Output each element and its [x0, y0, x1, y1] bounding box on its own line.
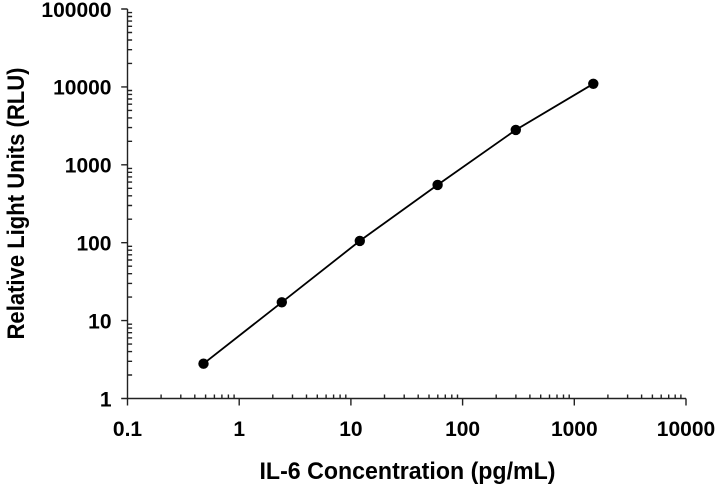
svg-text:Relative Light Units (RLU): Relative Light Units (RLU) — [3, 68, 30, 340]
svg-text:10: 10 — [88, 310, 111, 333]
svg-text:1000: 1000 — [65, 155, 112, 178]
svg-text:100: 100 — [445, 418, 480, 441]
svg-text:1: 1 — [233, 418, 245, 441]
svg-text:10000: 10000 — [657, 418, 715, 441]
svg-text:10000: 10000 — [53, 77, 111, 100]
svg-text:100000: 100000 — [41, 0, 111, 22]
svg-text:10: 10 — [339, 418, 362, 441]
svg-text:1: 1 — [100, 388, 112, 411]
svg-text:0.1: 0.1 — [113, 418, 143, 441]
svg-text:1000: 1000 — [551, 418, 598, 441]
svg-text:IL-6 Concentration (pg/mL): IL-6 Concentration (pg/mL) — [260, 458, 556, 484]
svg-text:100: 100 — [76, 233, 111, 256]
